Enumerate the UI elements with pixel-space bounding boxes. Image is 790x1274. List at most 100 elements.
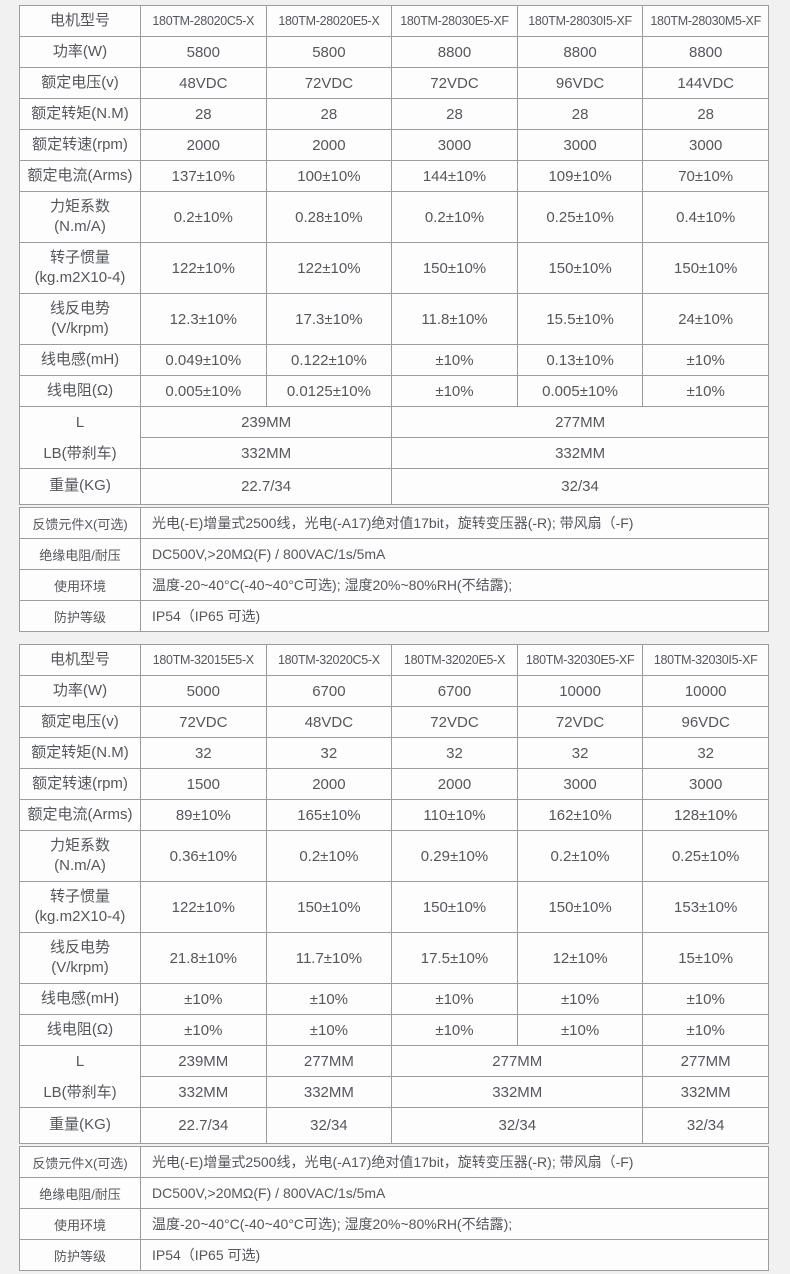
spec-value-cell: 0.25±10% xyxy=(516,191,644,243)
row-label: 线电阻(Ω) xyxy=(19,1014,141,1046)
spec-value-cell: 0.122±10% xyxy=(265,344,393,376)
row-label: 线反电势 (V/krpm) xyxy=(19,932,141,984)
row-label: 线电阻(Ω) xyxy=(19,375,141,407)
spec-value-cell: 2000 xyxy=(265,768,393,800)
spec-value-cell: 150±10% xyxy=(516,881,644,933)
spec-value-cell: 12.3±10% xyxy=(140,293,267,345)
row-label-lb: LB(带刹车) xyxy=(43,1084,117,1102)
spec-row: 线电感(mH) 0.049±10% 0.122±10% ±10% 0.13±10% ±10… xyxy=(19,344,769,376)
row-label: 额定转速(rpm) xyxy=(19,129,141,161)
model-row: 电机型号 180TM-32015E5-X 180TM-32020C5-X 180TM-… xyxy=(19,644,769,676)
spec-value-cell: 72VDC xyxy=(391,67,518,99)
note-value: IP54（IP65 可选) xyxy=(140,600,769,632)
row-label-model: 电机型号 xyxy=(19,644,141,676)
spec-value-cell: 15.5±10% xyxy=(516,293,644,345)
row-label: 线电感(mH) xyxy=(19,983,141,1015)
note-row: 绝缘电阻/耐压 DC500V,>20MΩ(F) / 800VAC/1s/5mA xyxy=(19,1177,769,1209)
note-row: 绝缘电阻/耐压 DC500V,>20MΩ(F) / 800VAC/1s/5mA xyxy=(19,538,769,570)
brake-length-value-cell: 332MM xyxy=(391,437,769,469)
spec-value-cell: 32 xyxy=(265,737,393,769)
spec-row: 线反电势 (V/krpm) 21.8±10% 11.7±10% 17.5±10% 12±… xyxy=(19,932,769,984)
spec-value-cell: ±10% xyxy=(516,983,644,1015)
spec-value-cell: 0.005±10% xyxy=(516,375,644,407)
spec-value-cell: 144±10% xyxy=(391,160,518,192)
row-label: 额定电流(Arms) xyxy=(19,799,141,831)
row-label-lb: LB(带刹车) xyxy=(43,445,117,463)
model-cell: 180TM-32015E5-X xyxy=(140,644,267,676)
weight-row: 重量(KG) 22.7/34 32/34 32/34 32/34 xyxy=(19,1107,769,1144)
spec-value-cell: 70±10% xyxy=(642,160,769,192)
spec-value-cell: ±10% xyxy=(516,1014,644,1046)
spec-value-cell: 0.2±10% xyxy=(265,830,393,882)
spec-value-cell: 32 xyxy=(391,737,518,769)
spec-value-cell: 8800 xyxy=(516,36,644,68)
model-cell: 180TM-28030I5-XF xyxy=(516,5,644,37)
spec-value-cell: 3000 xyxy=(642,768,769,800)
spec-row: 线反电势 (V/krpm) 12.3±10% 17.3±10% 11.8±10% 15.… xyxy=(19,293,769,345)
spec-value-cell: 28 xyxy=(391,98,518,130)
spec-value-cell: 3000 xyxy=(516,129,644,161)
spec-value-cell: 0.005±10% xyxy=(140,375,267,407)
length-row: L LB(带刹车) 239MM 277MM 277MM 277MM xyxy=(19,1045,769,1108)
spec-value-cell: ±10% xyxy=(140,1014,267,1046)
spec-value-cell: 10000 xyxy=(516,675,644,707)
spec-value-cell: 0.049±10% xyxy=(140,344,267,376)
spec-value-cell: 3000 xyxy=(391,129,518,161)
spec-value-cell: 15±10% xyxy=(642,932,769,984)
row-label: 额定电压(v) xyxy=(19,706,141,738)
spec-value-cell: ±10% xyxy=(391,344,518,376)
spec-value-cell: 24±10% xyxy=(642,293,769,345)
spec-value-cell: 0.2±10% xyxy=(516,830,644,882)
weight-value-cell: 32/34 xyxy=(391,1107,644,1144)
note-row: 反馈元件X(可选) 光电(-E)增量式2500线，光电(-A17)绝对值17bit… xyxy=(19,507,769,539)
spec-value-cell: 0.13±10% xyxy=(516,344,644,376)
spec-row: 额定电压(v) 72VDC 48VDC 72VDC 72VDC 96VDC xyxy=(19,706,769,738)
spec-value-cell: 96VDC xyxy=(516,67,644,99)
brake-length-value-cell: 332MM xyxy=(140,1076,267,1108)
spec-value-cell: 32 xyxy=(642,737,769,769)
length-value-cell: 277MM xyxy=(642,1045,769,1077)
note-label: 绝缘电阻/耐压 xyxy=(19,538,141,570)
spec-value-cell: 0.25±10% xyxy=(642,830,769,882)
note-label: 反馈元件X(可选) xyxy=(19,1146,141,1178)
spec-value-cell: 72VDC xyxy=(140,706,267,738)
spec-value-cell: 17.3±10% xyxy=(265,293,393,345)
spec-row: 额定转矩(N.M) 32 32 32 32 32 xyxy=(19,737,769,769)
note-row: 防护等级 IP54（IP65 可选) xyxy=(19,1239,769,1271)
spec-value-cell: 12±10% xyxy=(516,932,644,984)
spec-value-cell: 5800 xyxy=(140,36,267,68)
spec-value-cell: 72VDC xyxy=(265,67,393,99)
row-label: 转子惯量 (kg.m2X10-4) xyxy=(19,242,141,294)
note-label: 使用环境 xyxy=(19,1208,141,1240)
spec-value-cell: 122±10% xyxy=(140,881,267,933)
motor-spec-table-2: 电机型号 180TM-32015E5-X 180TM-32020C5-X 180TM-… xyxy=(19,644,769,1144)
note-row: 使用环境 温度-20~40°C(-40~40°C可选); 湿度20%~80%RH(… xyxy=(19,569,769,601)
weight-value-cell: 32/34 xyxy=(265,1107,393,1144)
spec-value-cell: ±10% xyxy=(265,983,393,1015)
spec-value-cell: 3000 xyxy=(516,768,644,800)
row-label-weight: 重量(KG) xyxy=(19,468,141,505)
spec-value-cell: 72VDC xyxy=(516,706,644,738)
spec-value-cell: 0.0125±10% xyxy=(265,375,393,407)
spec-value-cell: 0.29±10% xyxy=(391,830,518,882)
note-label: 绝缘电阻/耐压 xyxy=(19,1177,141,1209)
spec-value-cell: ±10% xyxy=(642,1014,769,1046)
spec-value-cell: 150±10% xyxy=(391,881,518,933)
row-label: 转子惯量 (kg.m2X10-4) xyxy=(19,881,141,933)
row-label: 额定转矩(N.M) xyxy=(19,98,141,130)
note-label: 防护等级 xyxy=(19,600,141,632)
spec-value-cell: 122±10% xyxy=(140,242,267,294)
row-label: 功率(W) xyxy=(19,36,141,68)
weight-value-cell: 22.7/34 xyxy=(140,1107,267,1144)
spec-value-cell: ±10% xyxy=(391,375,518,407)
length-value-cell: 277MM xyxy=(265,1045,393,1077)
model-cell: 180TM-32030E5-XF xyxy=(516,644,644,676)
row-label-l: L xyxy=(75,413,85,431)
spec-value-cell: 137±10% xyxy=(140,160,267,192)
brake-length-value-cell: 332MM xyxy=(139,437,393,469)
length-value-cell: 277MM xyxy=(391,406,769,438)
note-value: DC500V,>20MΩ(F) / 800VAC/1s/5mA xyxy=(140,538,769,570)
spec-value-cell: 144VDC xyxy=(642,67,769,99)
spec-value-cell: 89±10% xyxy=(140,799,267,831)
